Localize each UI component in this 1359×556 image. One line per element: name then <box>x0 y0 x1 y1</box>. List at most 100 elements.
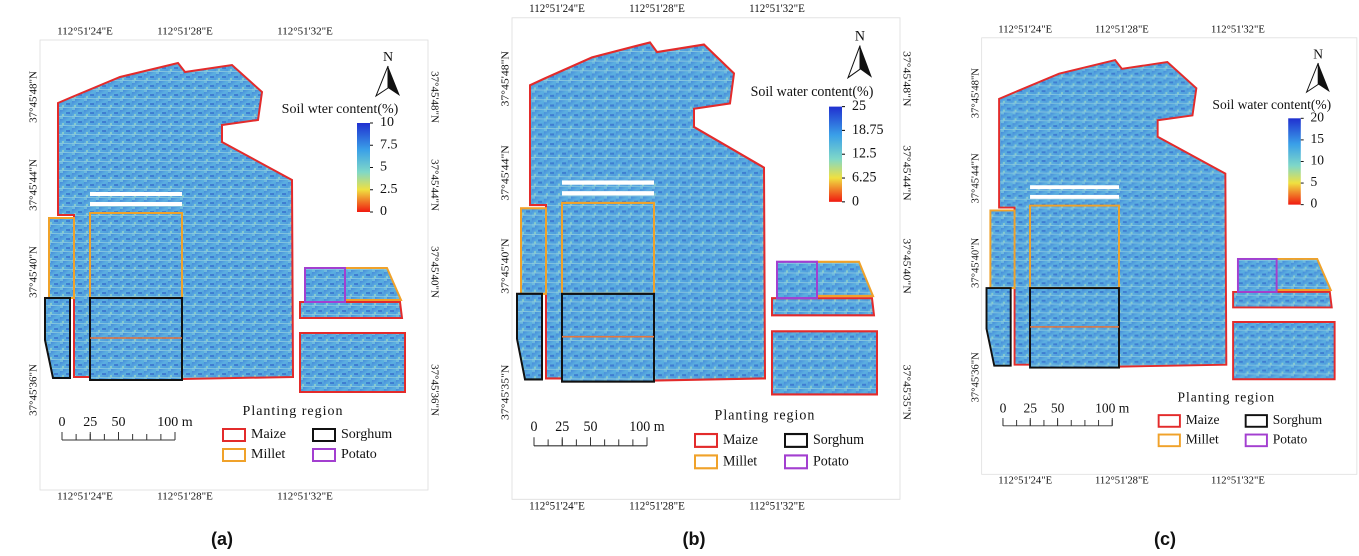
scale-tick-label: 100 m <box>1095 400 1130 415</box>
right-coordinate: 37°45'44"N <box>901 145 913 200</box>
legend-label: Maize <box>251 427 286 442</box>
field <box>49 218 74 298</box>
legend-swatch <box>695 434 717 447</box>
colorbar-tick-label: 20 <box>1310 109 1324 124</box>
bottom-coordinate: 112°51'32"E <box>277 491 333 503</box>
colorbar-tick-label: 0 <box>852 193 859 210</box>
bottom-coordinate: 112°51'32"E <box>1211 476 1265 487</box>
scale-tick-label: 25 <box>83 415 97 430</box>
legend-label: Millet <box>251 447 285 462</box>
bottom-coordinate: 112°51'28"E <box>629 500 685 512</box>
legend-label: Sorghum <box>813 431 865 448</box>
left-coordinate: 37°45'44"N <box>970 153 981 204</box>
road <box>562 191 654 195</box>
field <box>90 298 182 380</box>
field <box>305 268 345 302</box>
colorbar-tick-label: 5 <box>1310 174 1317 189</box>
legend-label: Millet <box>723 453 757 470</box>
field <box>1238 259 1277 292</box>
legend-label: Maize <box>1186 412 1220 427</box>
north-arrow <box>1307 63 1319 92</box>
field <box>772 298 874 315</box>
legend-swatch <box>1246 435 1267 447</box>
right-coordinate: 37°45'35"N <box>901 365 913 420</box>
legend-title: Planting region <box>1178 390 1276 405</box>
left-coordinate: 37°45'44"N <box>500 145 512 200</box>
colorbar-tick-label: 0 <box>380 204 387 219</box>
field <box>345 268 401 300</box>
bottom-coordinate: 112°51'24"E <box>529 500 585 512</box>
field <box>1030 288 1119 368</box>
right-coordinate: 37°45'40"N <box>901 238 913 293</box>
legend-swatch <box>313 429 335 441</box>
field <box>517 294 542 380</box>
colorbar-tick-label: 10 <box>380 115 394 130</box>
panel-label: (a) <box>211 529 233 549</box>
top-coordinate: 112°51'24"E <box>529 3 585 15</box>
left-coordinate: 37°45'36"N <box>970 352 981 403</box>
field <box>772 331 877 394</box>
left-coordinate: 37°45'40"N <box>500 238 512 293</box>
field <box>521 208 546 294</box>
top-coordinate: 112°51'24"E <box>998 24 1052 35</box>
field <box>1277 259 1331 290</box>
colorbar-tick-label: 15 <box>1310 131 1324 146</box>
field <box>777 262 817 298</box>
field <box>1233 292 1332 308</box>
field <box>562 294 654 382</box>
colorbar-tick-label: 5 <box>380 160 387 175</box>
road <box>1030 195 1119 199</box>
road <box>90 192 182 196</box>
legend-swatch <box>313 449 335 461</box>
legend-swatch <box>695 455 717 468</box>
colorbar-tick-label: 0 <box>1310 196 1317 211</box>
field <box>300 302 402 318</box>
colorbar-tick-label: 2.5 <box>380 182 398 197</box>
scale-tick-label: 0 <box>530 419 537 436</box>
north-arrow <box>848 46 860 78</box>
scale-tick-label: 50 <box>584 419 598 436</box>
scale-tick-label: 50 <box>112 415 126 430</box>
road <box>1030 185 1119 189</box>
right-coordinate: 37°45'48"N <box>901 51 913 106</box>
field <box>987 288 1011 366</box>
field <box>90 213 182 298</box>
left-coordinate: 37°45'40"N <box>970 237 981 288</box>
north-label: N <box>1313 46 1323 61</box>
colorbar-tick-label: 12.5 <box>852 145 876 162</box>
colorbar-tick-label: 7.5 <box>380 137 398 152</box>
top-coordinate: 112°51'32"E <box>277 26 333 38</box>
map-panel: 112°51'24"E 112°51'28"E 112°51'32"E 112°51'… <box>28 26 441 503</box>
legend-label: Sorghum <box>341 427 392 442</box>
panel-label: (c) <box>1154 529 1176 549</box>
north-label: N <box>383 50 393 65</box>
road <box>90 202 182 206</box>
legend-label: Potato <box>341 447 377 462</box>
left-coordinate: 37°45'36"N <box>28 364 40 416</box>
scale-tick-label: 25 <box>555 419 569 436</box>
field <box>45 298 70 378</box>
left-coordinate: 37°45'40"N <box>28 246 40 298</box>
scale-tick-label: 25 <box>1024 400 1038 415</box>
legend-label: Potato <box>1273 431 1308 446</box>
scale-tick-label: 0 <box>1000 400 1007 415</box>
bottom-coordinate: 112°51'28"E <box>157 491 213 503</box>
colorbar <box>357 123 370 212</box>
legend-label: Millet <box>1186 431 1219 446</box>
legend-swatch <box>785 455 807 468</box>
right-coordinate: 37°45'44"N <box>428 159 440 211</box>
panel-label: (b) <box>683 529 706 549</box>
scale-tick-label: 100 m <box>629 419 665 436</box>
left-coordinate: 37°45'44"N <box>28 159 40 211</box>
left-coordinate: 37°45'48"N <box>970 68 981 119</box>
legend-swatch <box>1159 435 1180 447</box>
colorbar-tick-label: 18.75 <box>852 121 883 138</box>
legend-swatch <box>785 434 807 447</box>
colorbar <box>829 107 842 202</box>
field <box>1233 322 1335 379</box>
colorbar-tick-label: 25 <box>852 98 866 115</box>
top-coordinate: 112°51'28"E <box>629 3 685 15</box>
colorbar <box>1288 118 1301 204</box>
top-coordinate: 112°51'24"E <box>57 26 113 38</box>
